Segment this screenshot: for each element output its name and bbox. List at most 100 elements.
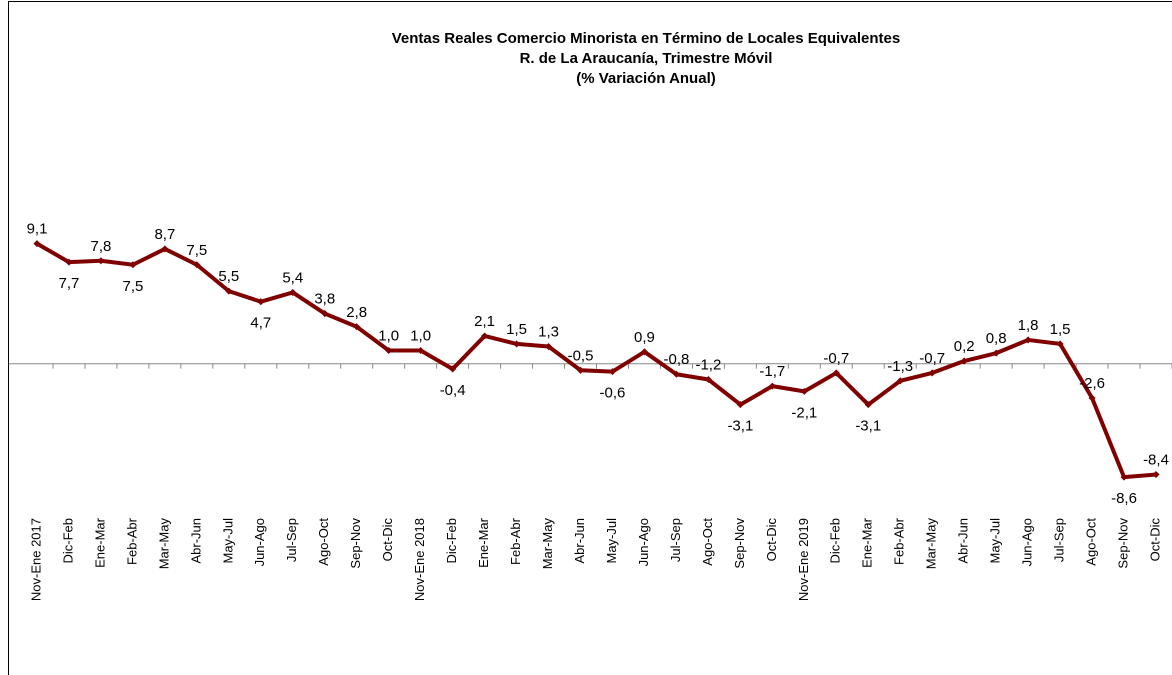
x-tick-label: Jun-Ago <box>1020 518 1035 566</box>
data-label: -1,3 <box>887 358 913 375</box>
x-tick-label: May-Jul <box>988 518 1003 564</box>
line <box>35 241 1157 480</box>
x-tick-label: Oct-Dic <box>764 518 779 562</box>
data-label: 1,3 <box>538 324 559 341</box>
x-tick-label: Dic-Feb <box>444 518 459 564</box>
x-tick-label: Oct-Dic <box>380 518 395 562</box>
x-tick-label: Abr-Jun <box>956 518 971 564</box>
data-label: 9,1 <box>27 221 48 238</box>
data-label: 3,8 <box>314 291 335 308</box>
data-label: -8,6 <box>1111 490 1137 507</box>
x-tick-label: Ene-Mar <box>476 517 491 568</box>
data-label: 2,1 <box>474 313 495 330</box>
x-tick-label: Abr-Jun <box>188 518 203 564</box>
x-tick-label: Feb-Abr <box>892 517 907 565</box>
point <box>992 349 1000 357</box>
point <box>864 401 872 409</box>
point <box>928 369 936 377</box>
data-label: 4,7 <box>250 315 271 332</box>
x-tick-label: Jul-Sep <box>284 518 299 562</box>
point <box>193 261 201 269</box>
data-label: 1,0 <box>410 328 431 345</box>
point <box>672 370 680 378</box>
data-label: 2,8 <box>346 304 367 321</box>
x-tick-label: Sep-Nov <box>1115 518 1130 569</box>
point <box>513 340 521 348</box>
point <box>161 245 169 253</box>
point <box>832 369 840 377</box>
point <box>129 261 137 269</box>
x-tick-label: Nov-Ene 2017 <box>28 518 43 601</box>
point <box>417 346 425 355</box>
point <box>1152 470 1160 479</box>
chart-subtitle: (% Variación Anual) <box>576 70 715 87</box>
x-tick-label: Ene-Mar <box>860 517 875 568</box>
point <box>960 357 968 365</box>
data-label: 1,5 <box>1050 321 1071 338</box>
x-tick-label: Sep-Nov <box>732 518 747 569</box>
point <box>768 382 776 390</box>
data-label: 7,8 <box>91 238 112 255</box>
data-label: 1,8 <box>1018 317 1039 334</box>
x-tick-label: Mar-May <box>156 518 171 570</box>
point <box>704 375 712 384</box>
data-label: 8,7 <box>154 226 175 243</box>
data-label: 5,4 <box>282 269 303 286</box>
data-label: 5,5 <box>218 268 239 285</box>
point <box>608 368 617 376</box>
point <box>449 365 457 373</box>
point <box>896 377 904 385</box>
data-label: -0,5 <box>568 347 594 364</box>
data-label: 0,8 <box>986 330 1007 347</box>
x-tick-label: Jul-Sep <box>668 518 683 562</box>
x-tick-label: May-Jul <box>220 518 235 564</box>
x-tick-label: Ago-Oct <box>316 518 331 566</box>
data-label: -0,6 <box>600 385 626 402</box>
point <box>800 387 808 395</box>
chart-title: Ventas Reales Comercio Minorista en Térm… <box>392 30 901 47</box>
data-label: -2,1 <box>791 404 817 421</box>
data-label: -0,4 <box>440 382 466 399</box>
x-tick-label: Nov-Ene 2019 <box>796 518 811 601</box>
point <box>576 366 585 374</box>
point <box>545 343 553 351</box>
x-tick-label: Sep-Nov <box>348 518 363 569</box>
data-label: -1,7 <box>759 363 785 380</box>
data-label: -1,2 <box>695 357 721 374</box>
data-label: 1,5 <box>506 321 527 338</box>
x-tick-label: Jun-Ago <box>636 518 651 566</box>
data-label: -3,1 <box>855 418 881 435</box>
data-label: 1,0 <box>378 328 399 345</box>
point <box>481 332 489 340</box>
x-tick-label: Feb-Abr <box>124 517 139 565</box>
data-label: 0,2 <box>954 338 975 355</box>
frame <box>8 1 1172 675</box>
data-label: 0,9 <box>634 329 655 346</box>
data-label: -3,1 <box>727 418 753 435</box>
point <box>353 323 361 331</box>
data-label: 7,5 <box>186 242 207 259</box>
point <box>257 298 265 306</box>
x-tick-label: Ene-Mar <box>92 517 107 568</box>
point <box>321 310 329 318</box>
point <box>640 348 648 356</box>
x-tick-label: Ago-Oct <box>1083 518 1098 566</box>
point <box>289 288 297 296</box>
x-tick-label: Mar-May <box>540 518 555 570</box>
data-label: -2,6 <box>1079 375 1105 392</box>
data-label: -0,8 <box>663 351 689 368</box>
data-label: 7,7 <box>59 275 80 292</box>
data-label: -8,4 <box>1143 452 1169 469</box>
point <box>225 287 233 295</box>
x-tick-label: Oct-Dic <box>1147 518 1162 562</box>
point <box>736 401 744 409</box>
data-label: -0,7 <box>919 350 945 367</box>
x-tick-label: May-Jul <box>604 518 619 564</box>
point <box>33 240 41 248</box>
point <box>385 346 393 355</box>
x-tick-label: Dic-Feb <box>828 518 843 564</box>
x-tick-label: Ago-Oct <box>700 518 715 566</box>
chart-subtitle: R. de La Araucanía, Trimestre Móvil <box>520 50 773 67</box>
x-tick-label: Abr-Jun <box>572 518 587 564</box>
